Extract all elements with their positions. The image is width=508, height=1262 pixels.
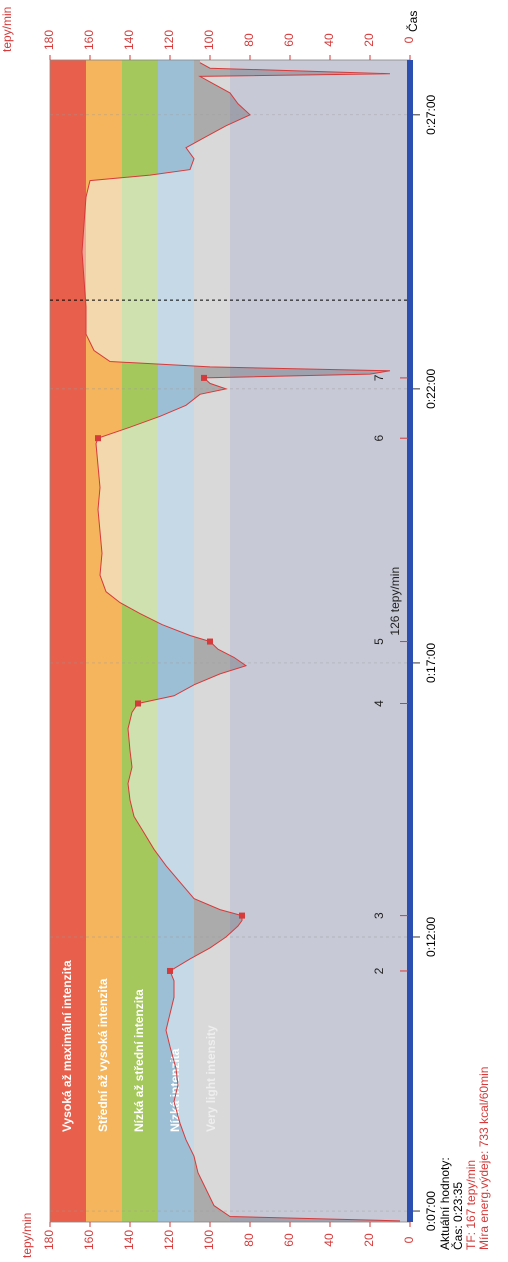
y-axis-title: tepy/min <box>20 1213 34 1258</box>
lap-label: 3 <box>372 912 386 919</box>
lap-label: 2 <box>372 967 386 974</box>
hr-line <box>81 62 401 1222</box>
lap-label: 7 <box>372 374 386 381</box>
x-tick-label: 0:07:00 <box>424 1191 438 1231</box>
y-tick-label: 80 <box>242 1233 256 1247</box>
zone-label: Střední až vysoká intenzita <box>96 978 110 1132</box>
y-tick-label-right: 80 <box>242 33 256 47</box>
x-tick-label: 0:17:00 <box>424 643 438 683</box>
y-tick-label: 160 <box>82 1230 96 1250</box>
y-tick-label: 140 <box>122 1230 136 1250</box>
annotation: 126 tepy/min <box>388 567 402 636</box>
zone-label: Vysoká až maximální intenzita <box>60 960 74 1132</box>
y-tick-label-right: 140 <box>122 30 136 50</box>
y-tick-label: 60 <box>282 1233 296 1247</box>
y-tick-label-right: 160 <box>82 30 96 50</box>
lap-marker <box>207 638 213 645</box>
y-tick-label: 100 <box>202 1230 216 1250</box>
info-text: Čas: 0:23:35 <box>450 1182 465 1250</box>
y-tick-label: 180 <box>42 1230 56 1250</box>
lap-label: 4 <box>372 700 386 707</box>
base-band <box>230 60 410 1222</box>
zone-label: Very light intensity <box>204 1025 218 1132</box>
rotated-chart: Vysoká až maximální intenzita Střední až … <box>0 7 491 1258</box>
lap-marker <box>167 967 173 974</box>
time-axis <box>407 60 413 1222</box>
y-tick-label-right: 180 <box>42 30 56 50</box>
x-tick-label: 0:22:00 <box>424 369 438 409</box>
y-tick-label-right: 0 <box>402 36 416 43</box>
lap-marker <box>239 912 245 919</box>
x-axis-title: Čas <box>405 11 420 32</box>
y-tick-label-right: 60 <box>282 33 296 47</box>
lap-marker <box>95 435 101 442</box>
y-tick-label: 0 <box>402 1236 416 1243</box>
y-axis-title-right: tepy/min <box>0 7 14 52</box>
x-tick-label: 0:12:00 <box>424 917 438 957</box>
y-tick-label-right: 20 <box>362 33 376 47</box>
info-text: TF: 167 tepy/min <box>464 1160 478 1250</box>
info-text: Aktuální hodnoty: <box>438 1157 452 1250</box>
y-tick-label-right: 100 <box>202 30 216 50</box>
y-tick-label-right: 40 <box>322 33 336 47</box>
x-tick-label: 0:27:00 <box>424 94 438 134</box>
zone-label: Nízká intenzita <box>168 1048 182 1132</box>
lap-marker <box>135 700 141 707</box>
lap-label: 6 <box>372 435 386 442</box>
lap-marker <box>201 374 207 381</box>
zone-label: Nízká až střední intenzita <box>132 989 146 1132</box>
y-tick-label: 120 <box>162 1230 176 1250</box>
info-text: Míra energ.výdeje: 733 kcal/60min <box>477 1067 491 1250</box>
lap-label: 5 <box>372 638 386 645</box>
y-tick-label: 20 <box>362 1233 376 1247</box>
zone-band-above <box>50 60 86 1222</box>
y-tick-label-right: 120 <box>162 30 176 50</box>
y-tick-label: 40 <box>322 1233 336 1247</box>
